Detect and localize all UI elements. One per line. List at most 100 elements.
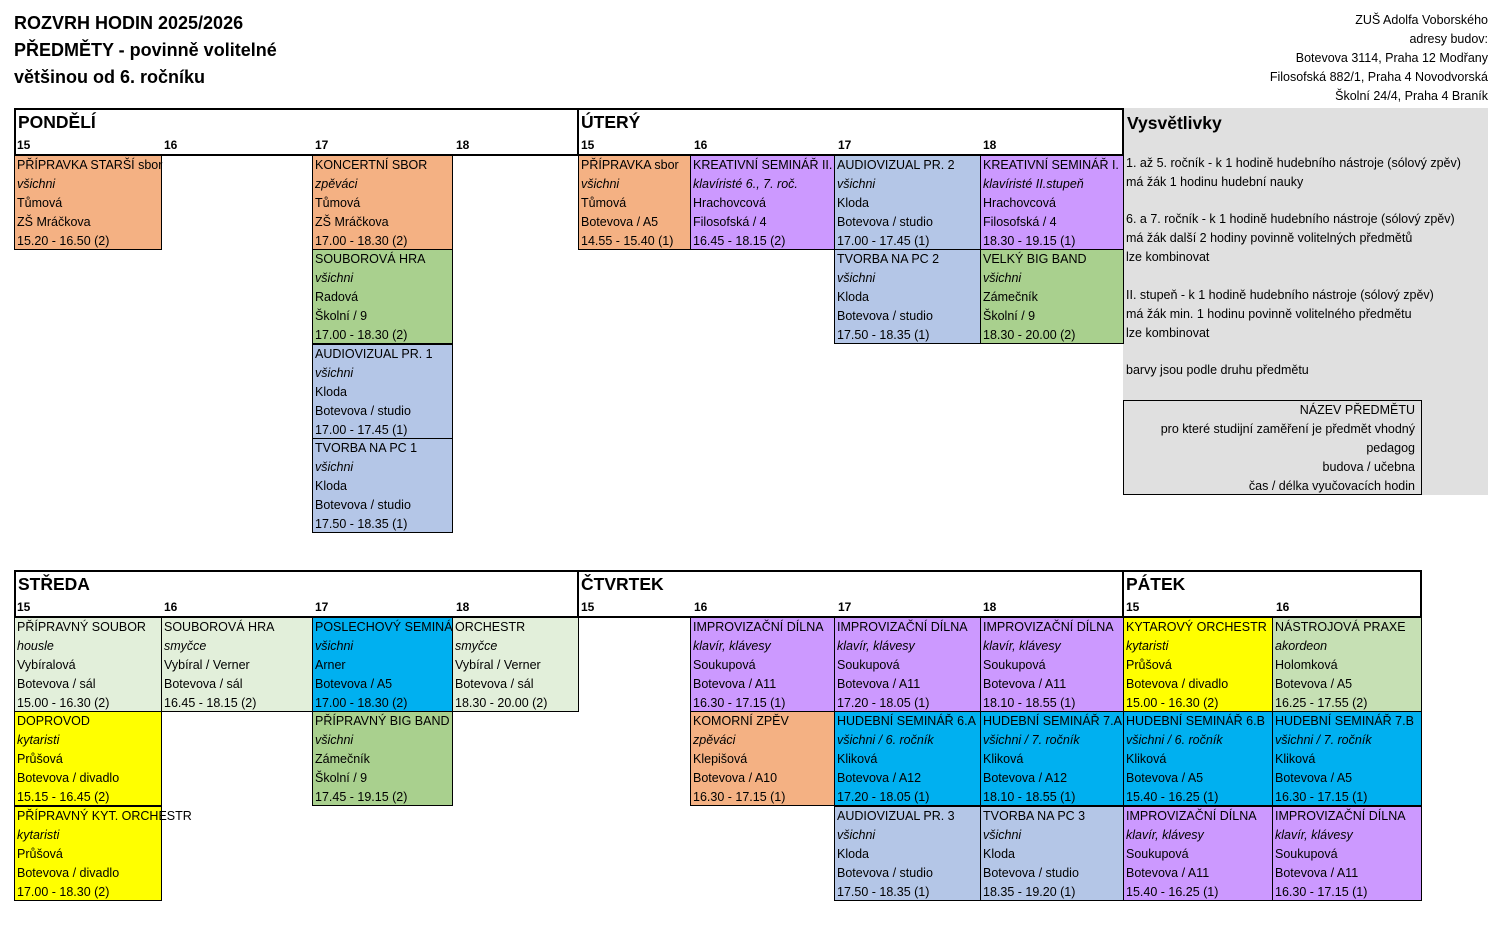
addresses-label: adresy budov: — [1409, 32, 1488, 46]
lesson-place: Botevova / A5 — [315, 677, 393, 691]
lesson-time: 16.45 - 18.15 (2) — [693, 234, 786, 248]
day-tuesday: ÚTERÝ — [581, 112, 641, 132]
lesson-name: SOUBOROVÁ HRA — [164, 620, 275, 634]
schedule-subtitle: PŘEDMĚTY - povinně volitelné — [14, 40, 277, 60]
lesson-teacher: Vybíral / Verner — [455, 658, 541, 672]
lesson-place: Botevova / A12 — [983, 771, 1068, 785]
lesson-teacher: Kliková — [837, 752, 878, 766]
legend-line: barvy jsou podle druhu předmětu — [1126, 363, 1309, 377]
lesson-teacher: Průšová — [1126, 658, 1172, 672]
lesson-place: Botevova / A11 — [693, 677, 777, 691]
lesson-name: PŘÍPRAVNÝ BIG BAND — [315, 714, 450, 728]
lesson-name: TVORBA NA PC 2 — [837, 252, 940, 266]
hour-17: 17 — [838, 600, 852, 614]
lesson-audience: všichni / 6. ročník — [1126, 733, 1223, 747]
lesson-time: 16.30 - 17.15 (1) — [1275, 885, 1368, 899]
lesson-cell: TVORBA NA PC 2 všichni Kloda Botevova / … — [834, 249, 981, 344]
hour-15: 15 — [1126, 600, 1140, 614]
lesson-audience: všichni / 6. ročník — [837, 733, 934, 747]
lesson-place: Botevova / studio — [315, 404, 411, 418]
legend-line: 6. a 7. ročník - k 1 hodině hudebního ná… — [1126, 212, 1455, 226]
lesson-cell: ORCHESTR smyčce Vybíral / Verner Botevov… — [452, 617, 579, 712]
lesson-cell: KONCERTNÍ SBOR zpěváci Tůmová ZŠ Mráčkov… — [312, 155, 453, 250]
lesson-teacher: Hrachovcová — [983, 196, 1056, 210]
lesson-place: Botevova / sál — [17, 677, 96, 691]
lesson-audience: všichni — [315, 366, 354, 380]
lesson-time: 17.50 - 18.35 (1) — [315, 517, 408, 531]
lesson-place: Botevova / divadlo — [1126, 677, 1229, 691]
lesson-time: 17.00 - 18.30 (2) — [315, 696, 408, 710]
lesson-name: TVORBA NA PC 1 — [315, 441, 418, 455]
lesson-time: 15.40 - 16.25 (1) — [1126, 885, 1219, 899]
lesson-audience: všichni — [17, 177, 56, 191]
lesson-teacher: Holomková — [1275, 658, 1338, 672]
lesson-cell: KYTAROVÝ ORCHESTR kytaristi Průšová Bote… — [1123, 617, 1273, 712]
lesson-cell: IMPROVIZAČNÍ DÍLNA klavír, klávesy Souku… — [834, 617, 981, 712]
lesson-name: IMPROVIZAČNÍ DÍLNA — [693, 620, 824, 634]
lesson-place: Botevova / divadlo — [17, 771, 120, 785]
lesson-audience: zpěváci — [693, 733, 736, 747]
legend-line: lze kombinovat — [1126, 250, 1210, 264]
hour-18: 18 — [983, 600, 997, 614]
lesson-name: AUDIOVIZUAL PR. 3 — [837, 809, 955, 823]
lesson-place: Botevova / studio — [315, 498, 411, 512]
lesson-audience: kytaristi — [17, 828, 60, 842]
lesson-time: 18.30 - 20.00 (2) — [983, 328, 1076, 342]
key-suitable-for: pro které studijní zaměření je předmět v… — [1160, 422, 1415, 436]
lesson-cell: TVORBA NA PC 3 všichni Kloda Botevova / … — [980, 806, 1124, 901]
lesson-place: Botevova / A12 — [837, 771, 922, 785]
lesson-audience: housle — [17, 639, 54, 653]
lesson-time: 18.10 - 18.55 (1) — [983, 696, 1076, 710]
lesson-place: Botevova / sál — [164, 677, 243, 691]
day-wednesday: STŘEDA — [18, 574, 90, 594]
lesson-name: IMPROVIZAČNÍ DÍLNA — [1126, 809, 1257, 823]
hour-17: 17 — [315, 600, 329, 614]
lesson-time: 15.15 - 16.45 (2) — [17, 790, 110, 804]
lesson-time: 15.20 - 16.50 (2) — [17, 234, 110, 248]
legend-line: má žák 1 hodinu hudební nauky — [1126, 175, 1304, 189]
legend-line: 1. až 5. ročník - k 1 hodině hudebního n… — [1126, 156, 1461, 170]
address-botevova: Botevova 3114, Praha 12 Modřany — [1295, 51, 1488, 65]
lesson-audience: klavíristé 6., 7. roč. — [693, 177, 798, 191]
key-subject-name: NÁZEV PŘEDMĚTU — [1299, 403, 1415, 417]
hour-16: 16 — [164, 138, 178, 152]
key-building-room: budova / učebna — [1322, 460, 1415, 474]
lesson-name: AUDIOVIZUAL PR. 1 — [315, 347, 433, 361]
lesson-cell: PŘÍPRAVKA STARŠÍ sbor všichni Tůmová ZŠ … — [14, 155, 162, 250]
lesson-audience: všichni — [315, 639, 354, 653]
lesson-time: 17.00 - 17.45 (1) — [315, 423, 408, 437]
lesson-teacher: Kliková — [1126, 752, 1167, 766]
lesson-place: Botevova / A11 — [983, 677, 1067, 691]
lesson-time: 16.25 - 17.55 (2) — [1275, 696, 1368, 710]
lesson-teacher: Soukupová — [1275, 847, 1338, 861]
lesson-audience: klavír, klávesy — [983, 639, 1061, 653]
hour-15: 15 — [17, 138, 31, 152]
lesson-place: Botevova / studio — [983, 866, 1079, 880]
lesson-teacher: Kloda — [837, 847, 869, 861]
lesson-cell: PŘÍPRAVNÝ SOUBOR housle Vybíralová Botev… — [14, 617, 162, 712]
lesson-place: Školní / 9 — [983, 309, 1036, 323]
school-info: ZUŠ Adolfa Voborského adresy budov: Bote… — [1270, 11, 1488, 106]
legend-line: má žák další 2 hodiny povinně volitelnýc… — [1126, 231, 1413, 245]
lesson-teacher: Průšová — [17, 847, 63, 861]
hour-18: 18 — [983, 138, 997, 152]
hour-18: 18 — [456, 138, 470, 152]
lesson-teacher: Soukupová — [693, 658, 756, 672]
lesson-cell: HUDEBNÍ SEMINÁŘ 6.B všichni / 6. ročník … — [1123, 711, 1273, 806]
lesson-place: Školní / 9 — [315, 771, 368, 785]
lesson-cell: HUDEBNÍ SEMINÁŘ 7.B všichni / 7. ročník … — [1272, 711, 1422, 806]
lesson-audience: všichni — [837, 271, 876, 285]
lesson-cell: POSLECHOVÝ SEMINÁŘ všichni Arner Botevov… — [312, 617, 462, 712]
lesson-time: 15.40 - 16.25 (1) — [1126, 790, 1219, 804]
lesson-audience: klavír, klávesy — [1275, 828, 1353, 842]
lesson-cell: AUDIOVIZUAL PR. 3 všichni Kloda Botevova… — [834, 806, 981, 901]
lesson-teacher: Kloda — [837, 290, 869, 304]
lesson-name: AUDIOVIZUAL PR. 2 — [837, 158, 955, 172]
lesson-cell: PŘÍPRAVKA sbor všichni Tůmová Botevova /… — [578, 155, 691, 250]
lesson-name: VELKÝ BIG BAND — [983, 252, 1087, 266]
lesson-name: TVORBA NA PC 3 — [983, 809, 1086, 823]
day-thursday: ČTVRTEK — [581, 574, 664, 594]
hour-15: 15 — [581, 138, 595, 152]
lesson-name: SOUBOROVÁ HRA — [315, 252, 426, 266]
lesson-teacher: Soukupová — [837, 658, 900, 672]
